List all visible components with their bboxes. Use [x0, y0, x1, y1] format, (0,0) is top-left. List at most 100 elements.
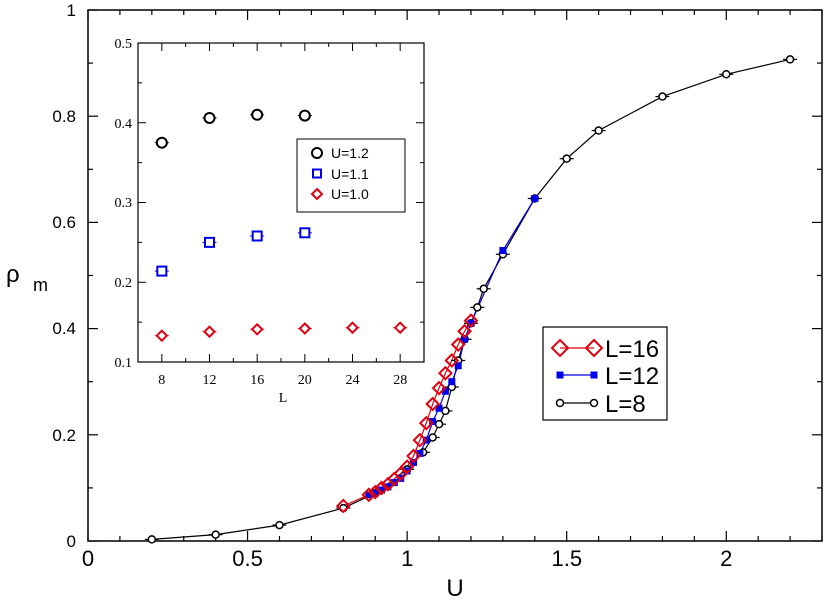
data-point-l16: [374, 480, 390, 496]
data-point-l12: [390, 479, 398, 487]
inset-x-tick-label: 12: [203, 373, 217, 388]
data-point-l12: [371, 489, 379, 497]
inset-y-tick-label: 0.5: [115, 37, 133, 52]
inset-plot-data: [154, 108, 408, 343]
main-axis-ticks: [87, 9, 823, 542]
inset-legend-label-u10: U=1.0: [331, 186, 369, 202]
data-point-l8: [594, 126, 603, 135]
data-point-l12: [441, 387, 449, 395]
inset-y-tick-label: 0.4: [115, 117, 133, 132]
inset-y-tick-label: 0.2: [115, 276, 133, 291]
inset-point-u10: [155, 329, 169, 343]
inset-point-u11: [204, 236, 215, 248]
inset-y-tick-label: 0.3: [115, 196, 133, 211]
inset-point-u10: [298, 322, 312, 335]
data-point-l16: [444, 353, 460, 368]
main-y-axis-label: ρ: [6, 261, 20, 288]
main-y-tick-label: 0.4: [52, 319, 76, 338]
inset-legend-box: [296, 138, 406, 213]
inset-x-tick-label: 16: [250, 373, 264, 388]
inset-legend-marker-u12: [311, 147, 323, 159]
main-x-tick-label: 1: [401, 546, 413, 571]
data-point-l12: [416, 449, 424, 457]
inset-x-tick-label: 8: [158, 373, 165, 388]
data-point-l16: [399, 459, 415, 475]
inset-legend-label-u11: U=1.1: [331, 166, 369, 182]
data-point-l12: [384, 483, 392, 491]
data-point-l8: [473, 303, 482, 312]
inset-x-tick-label: 20: [298, 373, 312, 388]
main-legend: L=16 L=12 L=8: [542, 326, 668, 421]
legend-label-l12: L=12: [605, 363, 659, 390]
inset-axis-ticks: [137, 42, 425, 363]
main-y-tick-label: 0.6: [52, 213, 76, 232]
inset-x-tick-label: 24: [346, 373, 360, 388]
main-x-axis-label: U: [446, 575, 463, 600]
data-point-l8: [147, 535, 157, 544]
data-point-l16: [463, 313, 479, 329]
data-point-l8: [441, 406, 450, 416]
legend-label-l8: L=8: [605, 391, 646, 418]
data-point-l16: [335, 498, 351, 514]
main-y-tick-label: 0: [67, 532, 76, 551]
data-point-l16: [425, 396, 441, 412]
inset-point-u12: [203, 111, 216, 124]
inset-legend: U=1.2 U=1.1 U=1.0: [296, 138, 406, 213]
inset-plot: 8 12 16 20 24 28 0.1 0.2 0.3 0.4 0.5 L U…: [115, 37, 425, 406]
inset-point-u12: [298, 109, 311, 122]
data-point-l12: [448, 378, 456, 386]
data-point-l8: [658, 92, 667, 101]
data-point-l12: [499, 247, 507, 255]
main-y-tick-label: 1: [67, 1, 76, 20]
data-point-l12: [403, 467, 411, 475]
inset-point-u10: [203, 325, 216, 339]
inset-point-u10: [393, 321, 407, 335]
inset-point-u12: [155, 136, 168, 149]
data-point-l16: [431, 380, 447, 396]
inset-y-tick-label: 0.1: [115, 356, 133, 371]
inset-x-tick-label: 28: [393, 373, 407, 388]
data-point-l12: [435, 404, 443, 412]
inset-legend-marker-u10: [310, 187, 324, 201]
inset-point-u11: [251, 230, 263, 242]
inset-x-axis-label: L: [279, 391, 288, 406]
data-point-l12: [378, 486, 386, 494]
data-point-l12: [461, 335, 469, 343]
legend-label-l16: L=16: [605, 336, 659, 363]
main-plot-data: [144, 55, 798, 544]
main-y-tick-label: 0.2: [52, 426, 76, 445]
inset-point-u11: [156, 265, 168, 277]
data-point-l8: [428, 433, 437, 442]
data-point-l8: [275, 520, 284, 530]
data-point-l16: [361, 487, 377, 503]
data-point-l16: [450, 337, 466, 352]
data-point-l16: [406, 448, 421, 464]
main-y-tick-label: 0.8: [52, 107, 76, 126]
main-x-tick-label: 0.5: [232, 546, 263, 571]
main-x-tick-label: 2: [720, 546, 732, 571]
data-point-l8: [785, 55, 795, 64]
legend-marker-l12: [556, 371, 564, 379]
data-point-l8: [722, 70, 731, 79]
main-x-tick-label: 0: [82, 546, 94, 571]
data-point-l8: [562, 154, 571, 163]
data-point-l12: [531, 195, 539, 203]
inset-point-u11: [299, 227, 311, 239]
legend-marker-l16: [550, 338, 604, 358]
data-point-l16: [457, 323, 472, 339]
inset-point-u12: [251, 108, 264, 121]
data-point-l16: [412, 432, 428, 448]
inset-legend-label-u12: U=1.2: [331, 145, 369, 161]
data-point-l16: [438, 365, 453, 381]
inset-point-u10: [250, 322, 264, 336]
data-point-l12: [467, 319, 475, 327]
legend-marker-l8: [555, 398, 565, 408]
legend-marker-l8: [589, 398, 599, 408]
inset-point-u10: [346, 321, 359, 335]
main-y-axis-label-subscript: m: [33, 275, 48, 295]
data-point-l8: [434, 419, 444, 429]
data-point-l12: [454, 362, 462, 370]
main-x-tick-label: 1.5: [552, 546, 583, 571]
legend-marker-l12: [590, 371, 598, 379]
